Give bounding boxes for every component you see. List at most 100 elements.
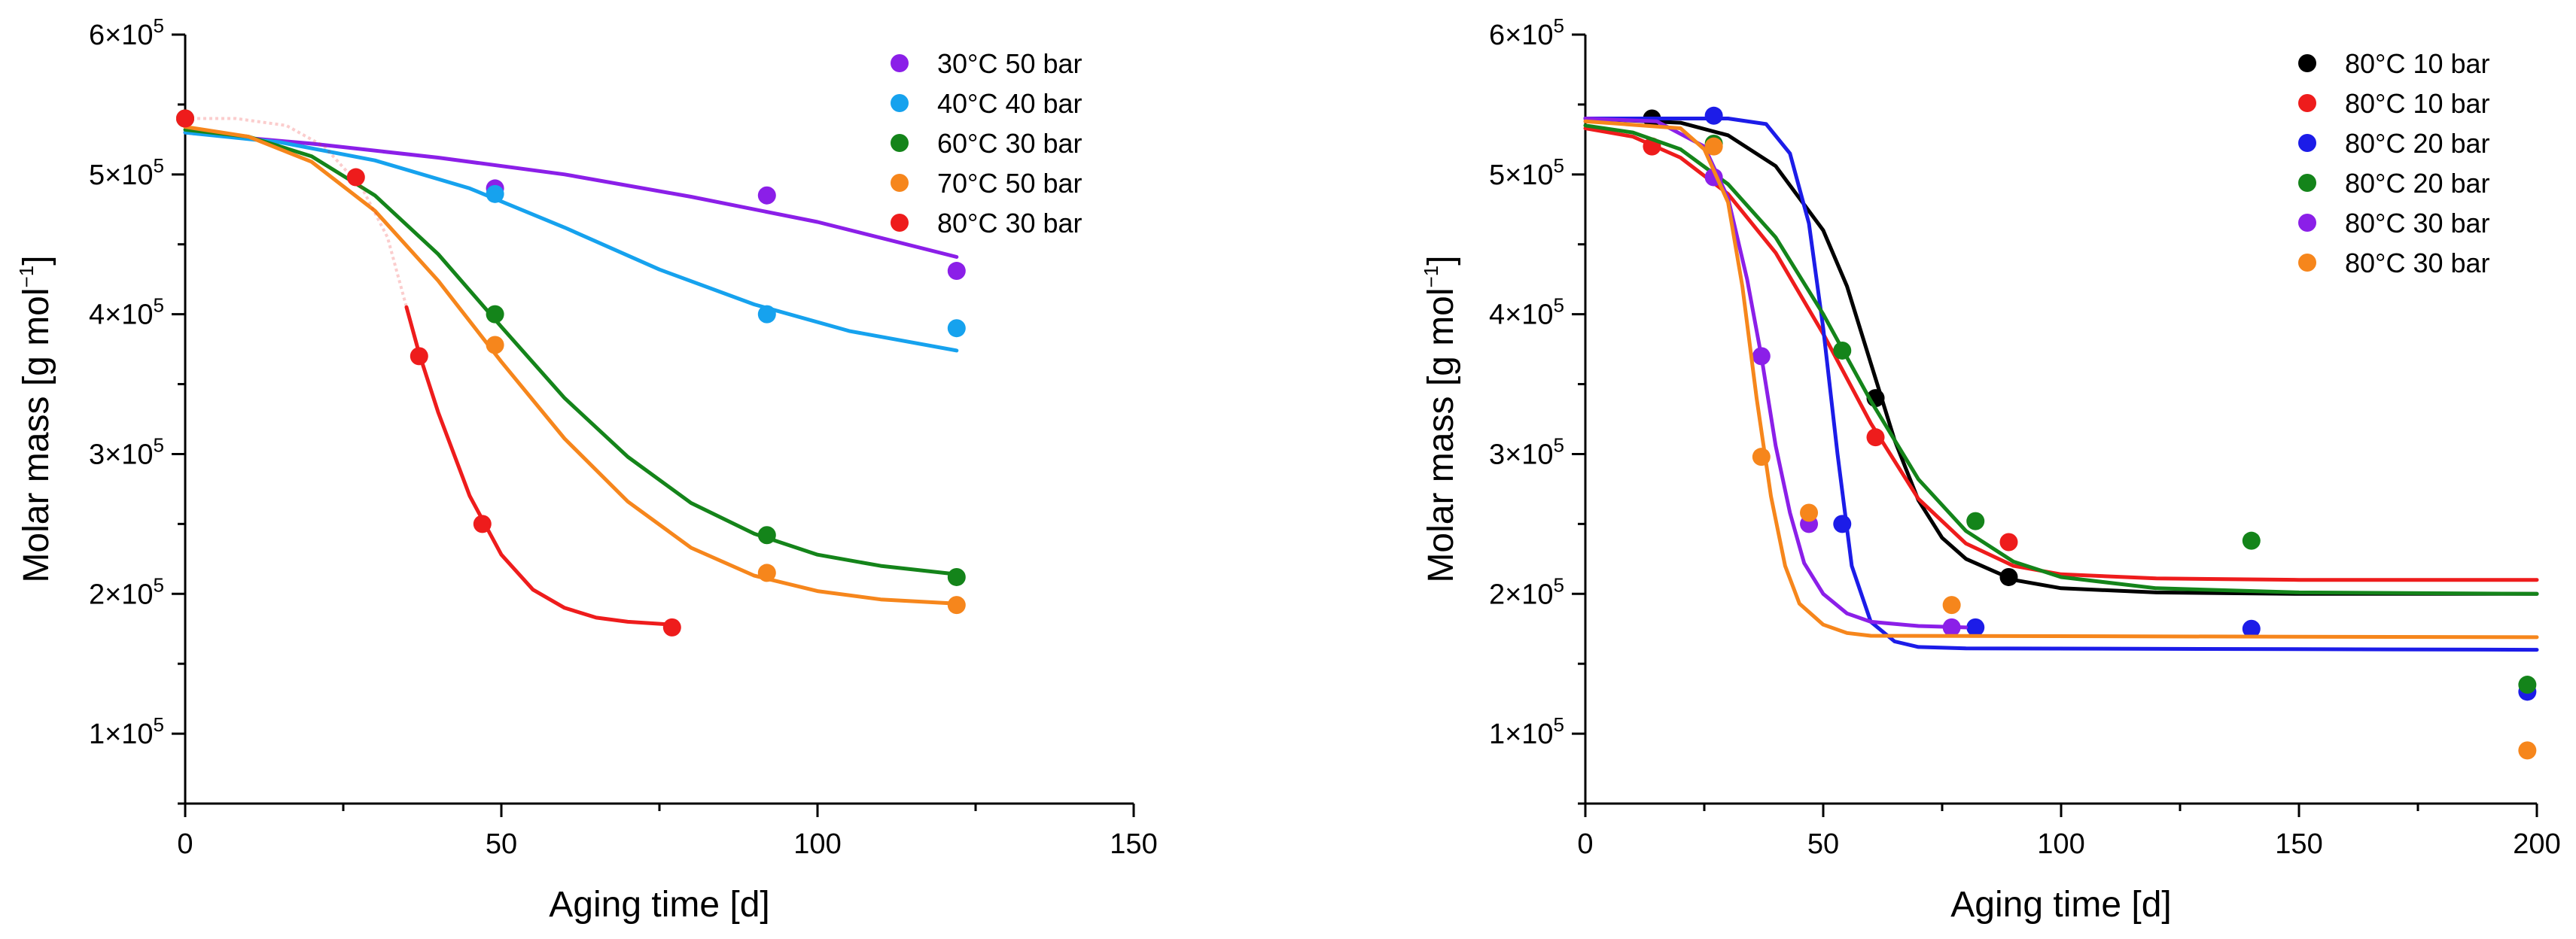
x-tick-label: 0: [1577, 828, 1593, 860]
fit-curve: [183, 130, 959, 353]
data-point: [2518, 676, 2537, 694]
data-point: [486, 184, 504, 203]
data-point: [947, 567, 966, 586]
legend-marker: [2298, 54, 2316, 72]
x-tick-label: 0: [177, 828, 193, 860]
fit-curve: [1583, 126, 2539, 582]
y-tick-label: 5×105: [1489, 154, 1564, 191]
fit-curve: [1583, 123, 2539, 596]
x-tick-label: 100: [2037, 828, 2084, 860]
y-tick-label: 2×105: [89, 573, 164, 610]
legend-label: 40°C 40 bar: [937, 88, 1082, 119]
data-point: [2518, 741, 2537, 760]
data-point: [1752, 448, 1771, 466]
series-1: [176, 109, 966, 281]
fit-curve: [183, 125, 959, 606]
series-3: [176, 109, 966, 586]
chart-2: 0 50 100 150 200 1×105 2×105 3×105 4×105 5×105 6×1…: [1420, 14, 2561, 925]
y-axis-title: Molar mass [g mol−1]: [1420, 255, 1461, 582]
data-point: [346, 168, 365, 187]
legend-label: 80°C 30 bar: [2345, 208, 2490, 239]
data-point: [757, 564, 776, 582]
data-point: [1704, 106, 1723, 125]
data-point: [473, 515, 492, 533]
x-tick-label: 150: [2275, 828, 2322, 860]
data-point: [1999, 533, 2018, 552]
legend-marker: [2298, 134, 2316, 152]
data-point: [2242, 619, 2261, 638]
y-tick-label: 1×105: [89, 713, 164, 750]
legend-label: 60°C 30 bar: [937, 128, 1082, 159]
legend-label: 80°C 10 bar: [2345, 48, 2490, 79]
data-point: [1704, 137, 1723, 156]
legend-marker: [2298, 214, 2316, 232]
legend-label: 80°C 30 bar: [937, 208, 1082, 239]
data-point: [1752, 347, 1771, 366]
legend-label: 80°C 20 bar: [2345, 128, 2490, 159]
data-point: [1833, 515, 1852, 533]
data-point: [486, 336, 504, 354]
legend-marker: [891, 54, 909, 72]
y-tick-label: 6×105: [1489, 14, 1564, 51]
fit-curve-faded: [185, 117, 408, 308]
legend-label: 30°C 50 bar: [937, 48, 1082, 79]
data-point: [1966, 512, 1985, 530]
series-6: [1583, 119, 2539, 760]
data-point: [757, 526, 776, 545]
data-point: [947, 319, 966, 338]
y-tick-label: 5×105: [89, 154, 164, 191]
legend-marker: [2298, 94, 2316, 112]
data-point: [662, 618, 681, 637]
legend-marker: [891, 134, 909, 152]
fit-curve: [1583, 117, 2539, 596]
y-tick-label: 3×105: [1489, 433, 1564, 470]
data-point: [486, 305, 504, 324]
y-axis-title: Molar mass [g mol−1]: [15, 255, 56, 582]
y-tick-label: 3×105: [89, 433, 164, 470]
fit-curve: [183, 130, 959, 259]
fit-curve: [183, 127, 959, 576]
data-point: [757, 305, 776, 324]
chart-1: 0 50 100 150 1×105 2×105 3×105 4×105 5×105 6×105 A…: [15, 14, 1158, 925]
series-4: [176, 109, 966, 615]
y-tick-label: 6×105: [89, 14, 164, 51]
data-point: [410, 347, 428, 366]
y-tick-label: 2×105: [1489, 573, 1564, 610]
fit-curve: [404, 305, 674, 627]
legend-label: 70°C 50 bar: [937, 168, 1082, 199]
y-tick-label: 4×105: [89, 294, 164, 331]
data-point: [176, 109, 194, 128]
data-point: [1942, 596, 1961, 615]
data-point: [1942, 618, 1961, 637]
legend-label: 80°C 30 bar: [2345, 248, 2490, 278]
series-5: [176, 109, 681, 637]
x-tick-label: 200: [2513, 828, 2560, 860]
data-point: [1999, 567, 2018, 586]
data-point: [947, 262, 966, 281]
x-axis-title: Aging time [d]: [1950, 885, 2171, 925]
x-axis-title: Aging time [d]: [549, 885, 769, 925]
x-tick-label: 150: [1110, 828, 1157, 860]
legend-label: 80°C 20 bar: [2345, 168, 2490, 199]
legend: 80°C 10 bar 80°C 10 bar 80°C 20 bar 80°C 20…: [2298, 48, 2490, 278]
legend-marker: [891, 174, 909, 192]
legend-marker: [2298, 254, 2316, 272]
data-point: [1833, 341, 1852, 360]
data-point: [2242, 531, 2261, 550]
data-point: [757, 186, 776, 205]
y-tick-label: 1×105: [1489, 713, 1564, 750]
legend-marker: [2298, 174, 2316, 192]
legend-marker: [891, 214, 909, 232]
data-point: [947, 596, 966, 615]
fit-curve: [1583, 117, 2539, 652]
legend-marker: [891, 94, 909, 112]
x-tick-label: 50: [486, 828, 517, 860]
data-point: [1866, 428, 1885, 447]
legend-label: 80°C 10 bar: [2345, 88, 2490, 119]
series-2: [1583, 126, 2539, 582]
x-tick-label: 50: [1807, 828, 1839, 860]
fit-curve: [1583, 119, 2539, 640]
series-5: [1583, 117, 1969, 637]
data-point: [1966, 618, 1985, 637]
